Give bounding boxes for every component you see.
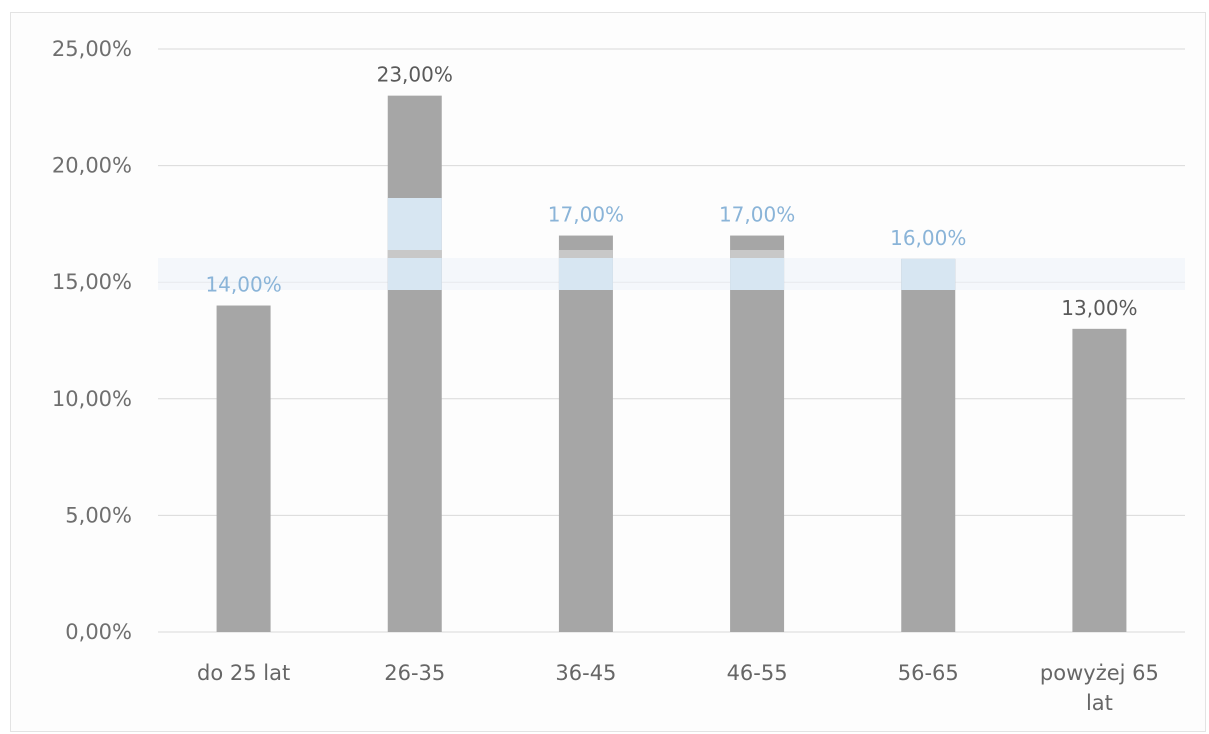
x-category-label: 26-35 (384, 661, 445, 685)
bar-stripe (558, 250, 613, 258)
data-label: 23,00% (377, 63, 453, 87)
x-category-label: 56-65 (898, 661, 959, 685)
bar (901, 258, 956, 632)
y-axis-tick-labels: 0,00% 5,00% 10,00% 15,00% 20,00% 25,00% (52, 37, 132, 644)
bar-highlight (901, 258, 956, 290)
y-tick-label: 15,00% (52, 270, 132, 294)
bar-highlight (558, 258, 613, 290)
scan-highlight-band (158, 258, 1185, 290)
data-label: 14,00% (205, 273, 281, 297)
data-label: 16,00% (890, 226, 966, 250)
y-tick-label: 0,00% (65, 620, 132, 644)
y-tick-label: 20,00% (52, 154, 132, 178)
bars (216, 95, 1127, 632)
data-label: 17,00% (548, 203, 624, 227)
bar-stripe (387, 250, 442, 258)
bar-stripe (730, 250, 785, 258)
x-axis-category-labels: do 25 lat 26-35 36-45 46-55 56-65 powyżej 65 l… (197, 661, 1159, 715)
x-category-label: powyżej 65 (1040, 661, 1159, 685)
bar-highlight (730, 258, 785, 290)
data-labels: 14,00% 23,00% 17,00% 17,00% 16,00% 13,00% (205, 63, 1137, 320)
y-tick-label: 5,00% (65, 503, 132, 527)
data-label: 13,00% (1061, 296, 1137, 320)
y-tick-label: 10,00% (52, 387, 132, 411)
bar (387, 95, 442, 632)
bar (558, 235, 613, 632)
x-category-label: 46-55 (727, 661, 788, 685)
gridlines (158, 48, 1185, 633)
highlight-band (158, 258, 1185, 290)
x-category-label: do 25 lat (197, 661, 290, 685)
x-category-label: 36-45 (555, 661, 616, 685)
data-label: 17,00% (719, 203, 795, 227)
bar-highlight (387, 198, 442, 250)
bar (216, 305, 271, 632)
bar (1072, 328, 1127, 632)
y-tick-label: 25,00% (52, 37, 132, 61)
bar (730, 235, 785, 632)
x-category-label: lat (1086, 691, 1113, 715)
bar-highlight (387, 258, 442, 290)
